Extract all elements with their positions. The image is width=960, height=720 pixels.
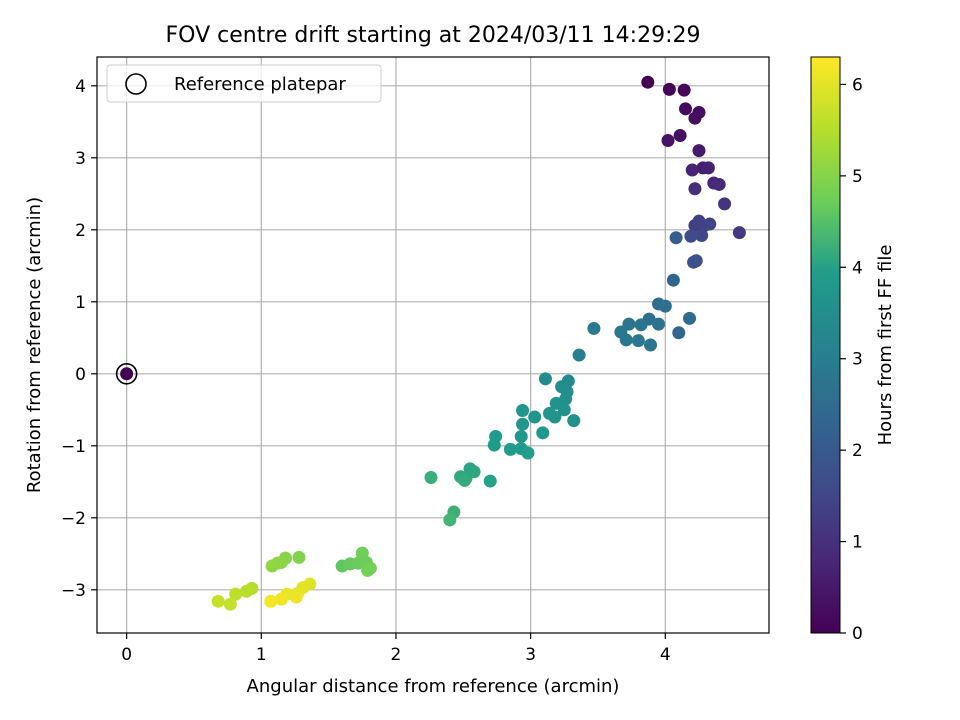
data-point	[661, 134, 675, 148]
data-point	[683, 311, 697, 325]
data-point	[239, 584, 253, 598]
data-point	[692, 144, 706, 158]
y-axis-label: Rotation from reference (arcmin)	[24, 197, 45, 493]
data-point	[732, 226, 746, 240]
y-tick-label: −2	[61, 509, 86, 529]
data-point	[634, 318, 648, 332]
reference-point	[120, 367, 134, 381]
x-tick-label: 0	[121, 645, 132, 665]
data-point	[572, 348, 586, 362]
data-point	[557, 403, 571, 417]
data-point	[662, 82, 676, 96]
data-point	[643, 338, 657, 352]
colorbar-tick-label: 3	[852, 350, 863, 370]
data-point	[684, 229, 698, 243]
data-point	[458, 473, 472, 487]
x-tick-label: 4	[660, 645, 671, 665]
data-point	[672, 326, 686, 340]
x-tick-label: 1	[256, 645, 267, 665]
data-point	[516, 417, 530, 431]
colorbar-ticks: 0 1 2 3 4 5 6	[840, 75, 863, 644]
colorbar-tick-label: 5	[852, 167, 863, 187]
data-point	[536, 426, 550, 440]
data-point	[701, 161, 715, 175]
data-point	[669, 231, 683, 245]
x-tick-label: 2	[391, 645, 402, 665]
data-point	[289, 590, 303, 604]
y-tick-label: 3	[75, 149, 86, 169]
data-point	[666, 273, 680, 287]
colorbar-tick-label: 4	[852, 258, 863, 278]
data-point	[641, 75, 655, 89]
data-point	[528, 410, 542, 424]
data-point	[229, 587, 243, 601]
colorbar-tick-label: 0	[852, 624, 863, 644]
data-point	[548, 410, 562, 424]
colorbar-gradient	[810, 56, 841, 634]
chart-title: FOV centre drift starting at 2024/03/11 …	[166, 23, 701, 48]
data-point	[538, 372, 552, 386]
data-point	[424, 470, 438, 484]
colorbar-tick-label: 2	[852, 441, 863, 461]
data-point	[679, 102, 693, 116]
data-point	[718, 197, 732, 211]
colorbar-tick-label: 1	[852, 533, 863, 553]
data-point	[483, 474, 497, 488]
data-points	[115, 75, 746, 611]
reference-ring	[115, 362, 138, 385]
data-point	[687, 255, 701, 269]
data-point	[503, 442, 517, 456]
data-point	[703, 217, 717, 231]
data-point	[567, 414, 581, 428]
data-point	[673, 128, 687, 142]
data-point	[619, 333, 633, 347]
data-point	[516, 404, 530, 418]
data-point	[211, 594, 225, 608]
data-point	[652, 317, 666, 331]
data-point	[631, 334, 645, 348]
data-point	[265, 559, 279, 573]
data-point	[685, 163, 699, 177]
data-point	[712, 177, 726, 191]
data-point	[514, 429, 528, 443]
data-point	[688, 111, 702, 125]
y-tick-label: −3	[61, 581, 86, 601]
data-point	[521, 446, 535, 460]
data-point	[587, 321, 601, 335]
y-tick-label: 1	[75, 293, 86, 313]
data-point	[467, 465, 481, 479]
legend: Reference platepar	[106, 64, 382, 103]
data-point	[695, 229, 709, 243]
data-point	[443, 513, 457, 527]
data-point	[658, 299, 672, 313]
x-axis-label: Angular distance from reference (arcmin)	[247, 676, 620, 697]
plot-frame	[96, 56, 770, 634]
data-point	[223, 597, 237, 611]
y-tick-label: 0	[75, 365, 86, 385]
data-point	[274, 592, 288, 606]
data-point	[292, 550, 306, 564]
data-point	[688, 182, 702, 196]
data-point	[487, 438, 501, 452]
x-axis-ticks: 0 1 2 3 4	[121, 633, 671, 665]
data-point	[677, 83, 691, 97]
colorbar-label: Hours from first FF file	[875, 245, 896, 446]
y-tick-label: −1	[61, 437, 86, 457]
y-tick-label: 2	[75, 221, 86, 241]
colorbar-tick-label: 6	[852, 75, 863, 95]
data-point	[264, 594, 278, 608]
x-tick-label: 3	[525, 645, 536, 665]
colorbar: 0 1 2 3 4 5 6 Hours from first FF file	[810, 56, 896, 644]
data-point	[622, 317, 636, 331]
legend-box	[106, 64, 382, 103]
y-axis-ticks: −3 −2 −1 0 1 2 3 4	[61, 77, 97, 601]
legend-marker	[125, 73, 147, 95]
data-point	[361, 563, 375, 577]
legend-label: Reference platepar	[174, 74, 346, 95]
y-tick-label: 4	[75, 77, 86, 97]
